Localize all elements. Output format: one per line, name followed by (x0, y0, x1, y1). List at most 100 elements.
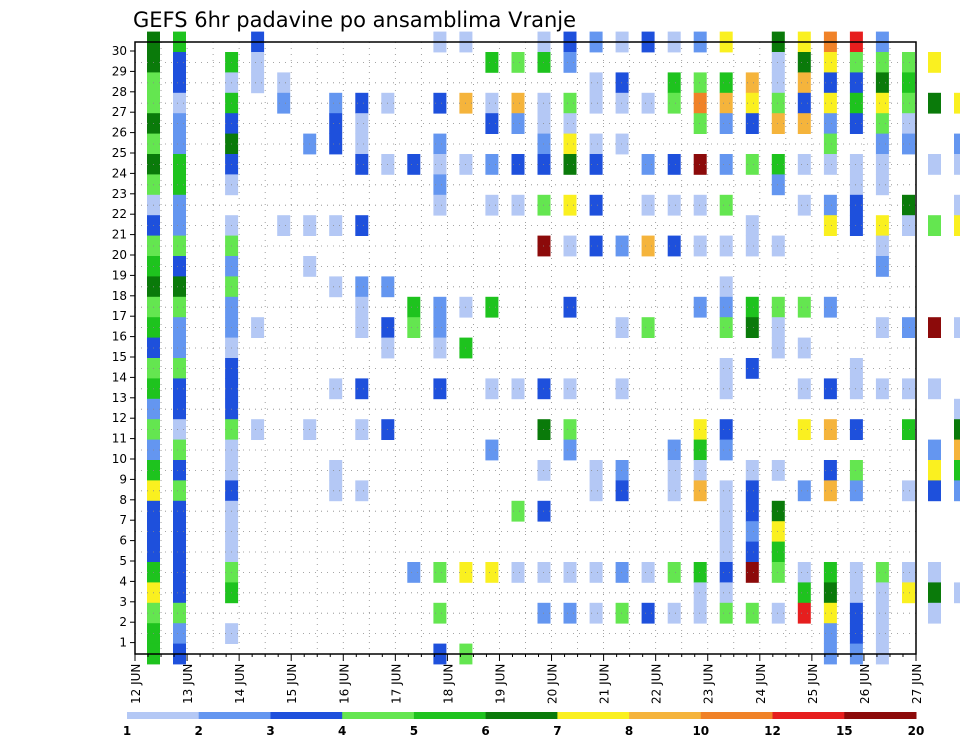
heatmap-cell (849, 52, 863, 73)
heatmap-cell (433, 194, 447, 216)
heatmap-cell (563, 92, 577, 114)
heatmap-cell (667, 72, 681, 94)
heatmap-cell (719, 113, 733, 134)
heatmap-cell (615, 460, 629, 481)
y-tick-label: 2 (119, 615, 127, 629)
heatmap-cell (875, 113, 889, 134)
heatmap-cell (849, 562, 863, 583)
heatmap-cell (277, 72, 291, 94)
heatmap-cell (823, 419, 837, 440)
chart-title: GEFS 6hr padavine po ansamblima Vranje (133, 8, 576, 32)
heatmap-cell (667, 92, 681, 114)
x-tick-label: 19 JUN (494, 664, 508, 704)
colorbar-swatch (629, 712, 702, 719)
heatmap-cell (875, 215, 889, 236)
x-tick-label: 21 JUN (598, 664, 612, 704)
heatmap-cell (433, 133, 447, 155)
heatmap-cell (563, 419, 577, 440)
heatmap-cell (693, 235, 707, 257)
heatmap-cell (823, 113, 837, 134)
heatmap-cell (875, 378, 889, 400)
heatmap-cell (667, 154, 681, 175)
heatmap-cell (797, 378, 811, 400)
heatmap-cell (563, 52, 577, 73)
colorbar-swatch (557, 712, 630, 719)
x-tick-label: 16 JUN (337, 664, 351, 704)
heatmap-cell (589, 154, 603, 175)
heatmap-cell (954, 398, 960, 420)
heatmap-cell (771, 562, 785, 583)
heatmap-cell (693, 92, 707, 114)
heatmap-cell (902, 317, 915, 338)
heatmap-cell (355, 296, 369, 318)
y-tick-label: 25 (112, 146, 127, 160)
heatmap-cell (173, 92, 186, 114)
heatmap-cell (355, 92, 369, 114)
heatmap-cell (849, 623, 863, 644)
heatmap-cell (615, 317, 629, 338)
heatmap-cell (693, 439, 707, 461)
colorbar-label: 5 (410, 724, 418, 738)
heatmap-cell (902, 215, 915, 236)
y-tick-label: 24 (112, 166, 127, 180)
heatmap-cell (719, 296, 733, 318)
x-tick-label: 24 JUN (754, 664, 768, 704)
heatmap-cell (511, 500, 525, 522)
heatmap-cell (355, 113, 369, 134)
heatmap-cell (875, 235, 889, 257)
heatmap-cell (797, 480, 811, 502)
heatmap-cell (173, 276, 186, 298)
heatmap-cell (928, 460, 941, 481)
heatmap-cell (693, 460, 707, 481)
heatmap-cell (329, 276, 343, 298)
heatmap-cell (954, 92, 960, 114)
heatmap-cell (771, 296, 785, 318)
y-tick-label: 18 (112, 289, 127, 303)
heatmap-cell (902, 52, 915, 73)
y-tick-label: 12 (112, 411, 127, 425)
heatmap-cell (173, 72, 186, 94)
y-tick-label: 10 (112, 452, 127, 466)
heatmap-cell (173, 623, 186, 644)
colorbar-swatch (270, 712, 343, 719)
x-tick-label: 26 JUN (858, 664, 872, 704)
heatmap-cell (719, 317, 733, 338)
heatmap-cell (928, 562, 941, 583)
heatmap-cell (485, 154, 499, 175)
heatmap-cell (615, 235, 629, 257)
heatmap-cell (719, 72, 733, 94)
heatmap-cell (954, 194, 960, 216)
heatmap-cell (823, 562, 837, 583)
heatmap-cell (615, 92, 629, 114)
heatmap-cell (173, 500, 186, 522)
heatmap-cell (745, 602, 759, 624)
heatmap-cell (928, 154, 941, 175)
colorbar-label: 3 (266, 724, 274, 738)
heatmap-cell (719, 480, 733, 502)
colorbar-swatch (198, 712, 271, 719)
heatmap-cell (277, 215, 291, 236)
heatmap-cell (745, 480, 759, 502)
heatmap-cell (641, 562, 655, 583)
heatmap-cell (173, 52, 186, 73)
heatmap-cell (875, 256, 889, 277)
y-axis: 1234567891011121314151617181920212223242… (112, 44, 135, 650)
heatmap-cell (745, 72, 759, 94)
heatmap-cell (173, 194, 186, 216)
heatmap-cell (433, 296, 447, 318)
heatmap-cell (719, 276, 733, 298)
heatmap-cell (902, 113, 915, 134)
heatmap-cell (771, 541, 785, 563)
heatmap-cell (511, 92, 525, 114)
colorbar-label: 4 (338, 724, 346, 738)
colorbar-label: 6 (481, 724, 489, 738)
colorbar-label: 10 (692, 724, 709, 738)
heatmap-cell (563, 113, 577, 134)
heatmap-cell (954, 133, 960, 155)
heatmap-cell (433, 378, 447, 400)
heatmap-cell (745, 296, 759, 318)
heatmap-cell (355, 133, 369, 155)
heatmap-cell (719, 358, 733, 379)
heatmap-cell (693, 480, 707, 502)
